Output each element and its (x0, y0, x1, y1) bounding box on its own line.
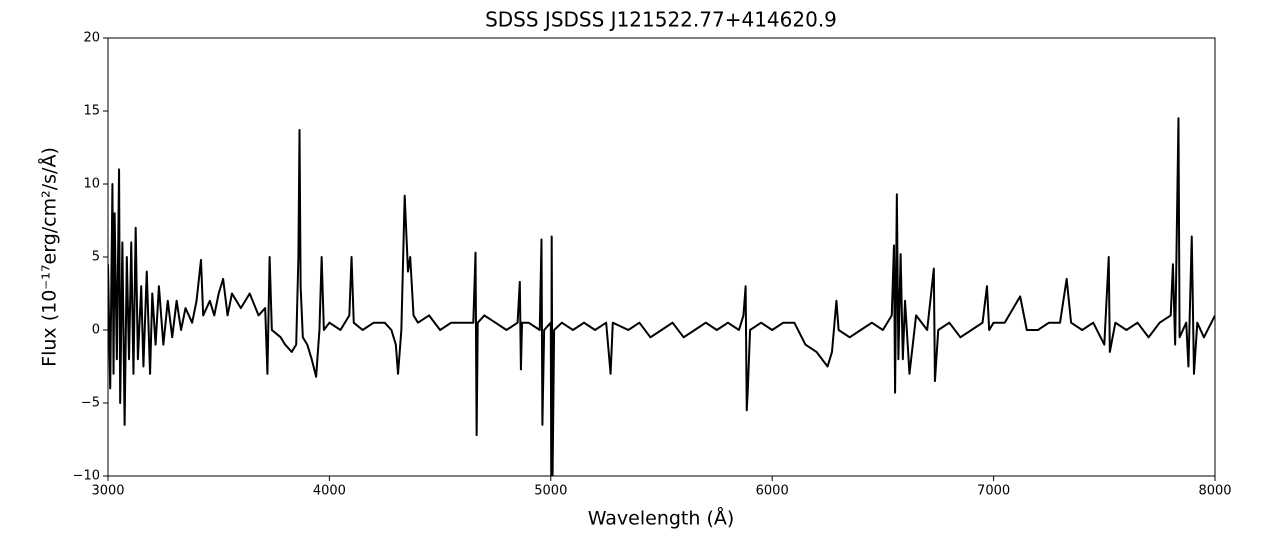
y-tick-label: 20 (83, 31, 100, 46)
y-tick-label: 0 (92, 323, 100, 338)
chart-title: SDSS JSDSS J121522.77+414620.9 (485, 8, 837, 32)
x-tick-label: 8000 (1198, 484, 1231, 499)
x-tick-label: 5000 (534, 484, 567, 499)
spectrum-line (108, 117, 1215, 476)
y-tick-label: 15 (83, 104, 100, 119)
y-tick-label: 5 (92, 250, 100, 265)
y-tick-label: −10 (73, 469, 100, 484)
x-tick-label: 3000 (91, 484, 124, 499)
x-tick-label: 7000 (977, 484, 1010, 499)
y-axis-label: Flux (10⁻¹⁷erg/cm²/s/Å) (38, 147, 61, 367)
x-tick-label: 4000 (313, 484, 346, 499)
plot-frame (107, 37, 1216, 477)
y-tick-label: −5 (81, 396, 100, 411)
x-tick-label: 6000 (756, 484, 789, 499)
y-tick-label: 10 (83, 177, 100, 192)
x-axis-label: Wavelength (Å) (588, 507, 735, 530)
